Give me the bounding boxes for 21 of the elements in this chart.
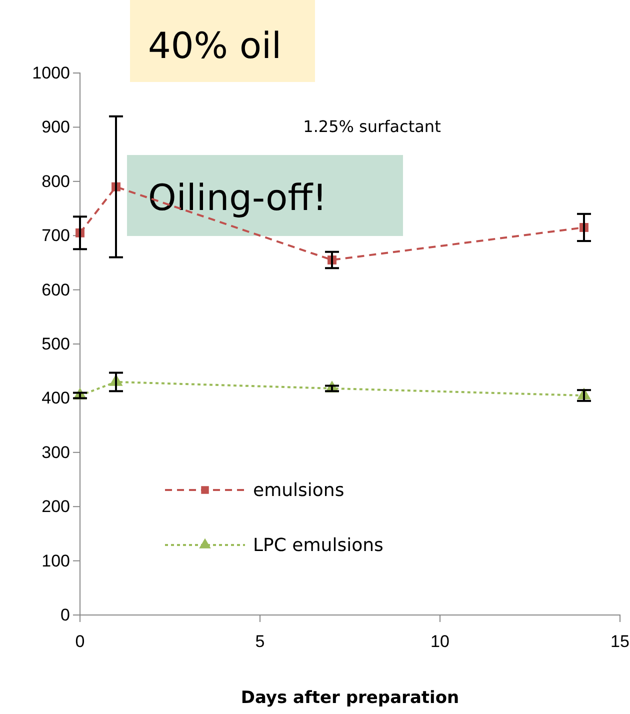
y-tick-label: 900	[42, 118, 70, 137]
legend-label: LPC emulsions	[253, 535, 384, 556]
annotation: Oiling-off!	[148, 178, 327, 219]
y-tick-label: 400	[42, 388, 70, 408]
y-tick-label: 700	[42, 226, 70, 246]
y-tick-label: 100	[42, 551, 70, 570]
legend-label: emulsions	[253, 480, 344, 501]
x-tick-label: 5	[255, 632, 265, 652]
x-axis-title: Days after preparation	[240, 688, 460, 708]
x-tick-label: 0	[75, 632, 85, 652]
x-tick-label: 15	[610, 632, 630, 652]
y-tick-label: 0	[60, 605, 70, 624]
y-tick-label: 200	[42, 497, 70, 516]
y-tick-label: 500	[42, 334, 70, 354]
annotation: 1.25% surfactant	[303, 117, 441, 136]
y-tick-label: 300	[42, 442, 70, 462]
text: 40% oil	[148, 26, 282, 67]
x-tick-label: 10	[430, 632, 450, 652]
y-tick-label: 1000	[32, 63, 70, 82]
y-tick-label: 600	[42, 280, 70, 300]
y-tick-label: 800	[42, 172, 70, 191]
